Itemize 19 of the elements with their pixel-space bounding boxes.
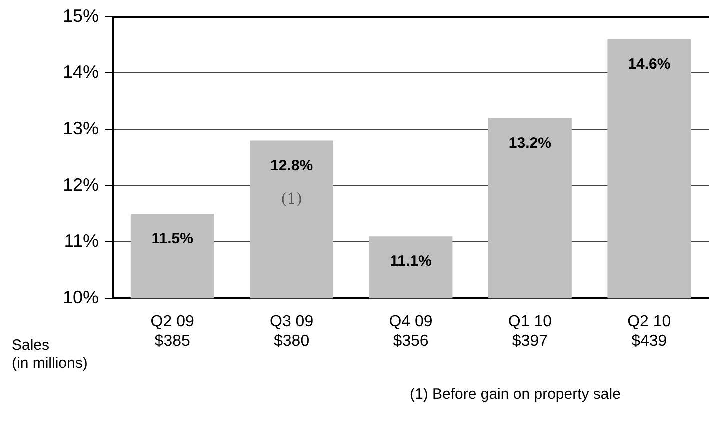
text: (1) Before gain on property sale [410, 386, 621, 403]
x-tick-label: Q4 09 $356 [389, 314, 433, 350]
annotation: (1) [281, 190, 302, 208]
y-tick-label: 15% [62, 6, 99, 26]
x-tick-label: Q2 09 $385 [150, 314, 194, 350]
y-tick-label: 13% [62, 118, 99, 138]
y-tick-label: 10% [62, 288, 99, 308]
y-tick-label: 12% [62, 174, 99, 195]
y-tick-label: 11% [64, 231, 99, 252]
data-label: 11.5% [152, 230, 194, 248]
x-tick-label: Q3 09 $380 [270, 314, 314, 350]
data-label: 14.6% [628, 56, 671, 73]
data-label: 12.8% [270, 157, 314, 174]
data-label: 13.2% [508, 134, 552, 152]
text: Sales (in millions) [12, 336, 88, 373]
data-label: 11.1% [390, 253, 432, 270]
x-tick-label: Q1 10 $397 [508, 314, 552, 350]
x-tick-label: Q2 10 $439 [628, 314, 672, 350]
y-tick-label: 14% [62, 62, 99, 82]
